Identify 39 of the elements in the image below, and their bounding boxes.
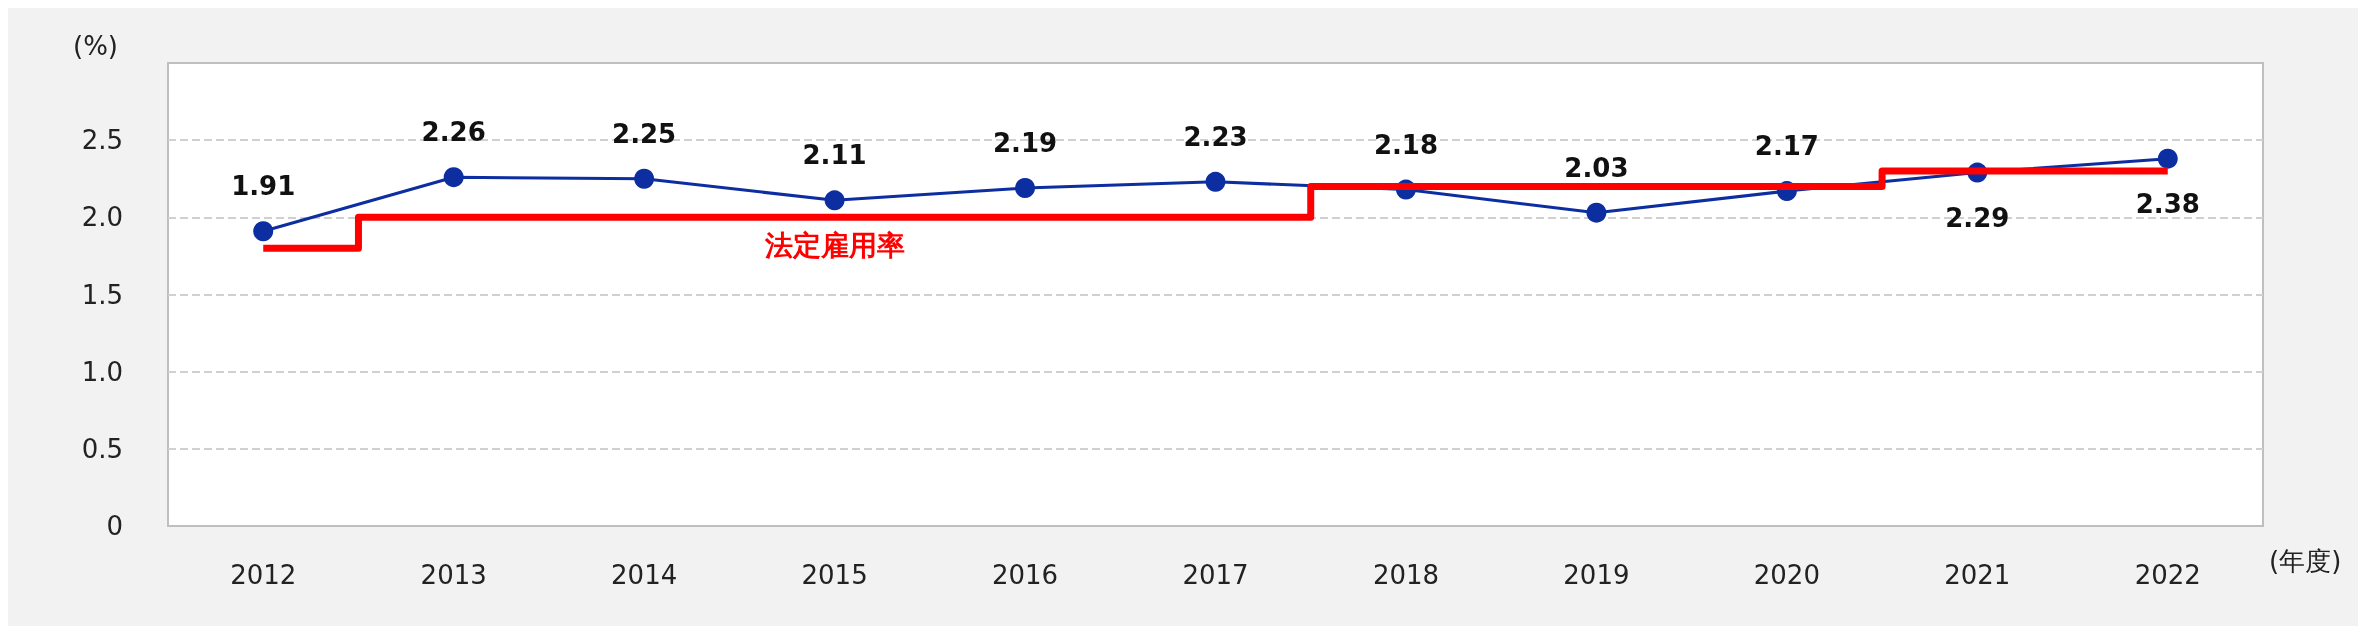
x-tick-label: 2018 <box>1372 560 1440 590</box>
x-tick-label: 2012 <box>230 560 297 590</box>
point <box>443 167 464 188</box>
data-label: 2.25 <box>612 118 677 149</box>
point <box>1205 171 1226 192</box>
x-tick-label: 2017 <box>1182 560 1249 590</box>
data-label: 2.29 <box>1945 202 2010 233</box>
x-tick-label: 2014 <box>611 560 678 590</box>
y-tick-label: 2.0 <box>81 202 123 233</box>
point <box>824 190 845 211</box>
y-tick-label: 0.5 <box>81 433 123 464</box>
point <box>253 221 274 242</box>
x-tick-label: 2016 <box>991 560 1059 590</box>
point <box>634 168 655 189</box>
y-tick-label: 1.5 <box>81 279 123 310</box>
data-label: 1.91 <box>231 171 296 202</box>
point <box>1015 178 1036 198</box>
series-label: 法定雇用率 <box>763 228 905 262</box>
y-tick-label: 0 <box>106 511 123 541</box>
data-label: 2.19 <box>992 128 1058 159</box>
x-tick-label: 2020 <box>1753 560 1820 590</box>
y-tick-label: 2.5 <box>81 125 123 156</box>
data-label: 2.26 <box>421 117 486 148</box>
x-tick-label: 2022 <box>2134 560 2201 590</box>
x-axis-title: (年度) <box>2269 546 2342 576</box>
data-label: 2.23 <box>1183 121 1248 152</box>
data-label: 2.17 <box>1754 131 1819 162</box>
x-tick-label: 2015 <box>801 560 868 590</box>
x-tick-label: 2021 <box>1944 560 2011 590</box>
x-tick-label: 2019 <box>1563 560 1630 590</box>
data-label: 2.11 <box>802 140 867 171</box>
data-label: 2.03 <box>1564 152 1629 183</box>
x-tick-label: 2013 <box>420 560 487 590</box>
y-tick-label: 1.0 <box>81 356 123 387</box>
data-label: 2.38 <box>2135 188 2200 219</box>
y-axis-title: (%) <box>73 31 118 61</box>
point <box>2157 148 2178 169</box>
data-label: 2.18 <box>1373 129 1439 160</box>
point <box>1586 202 1607 223</box>
